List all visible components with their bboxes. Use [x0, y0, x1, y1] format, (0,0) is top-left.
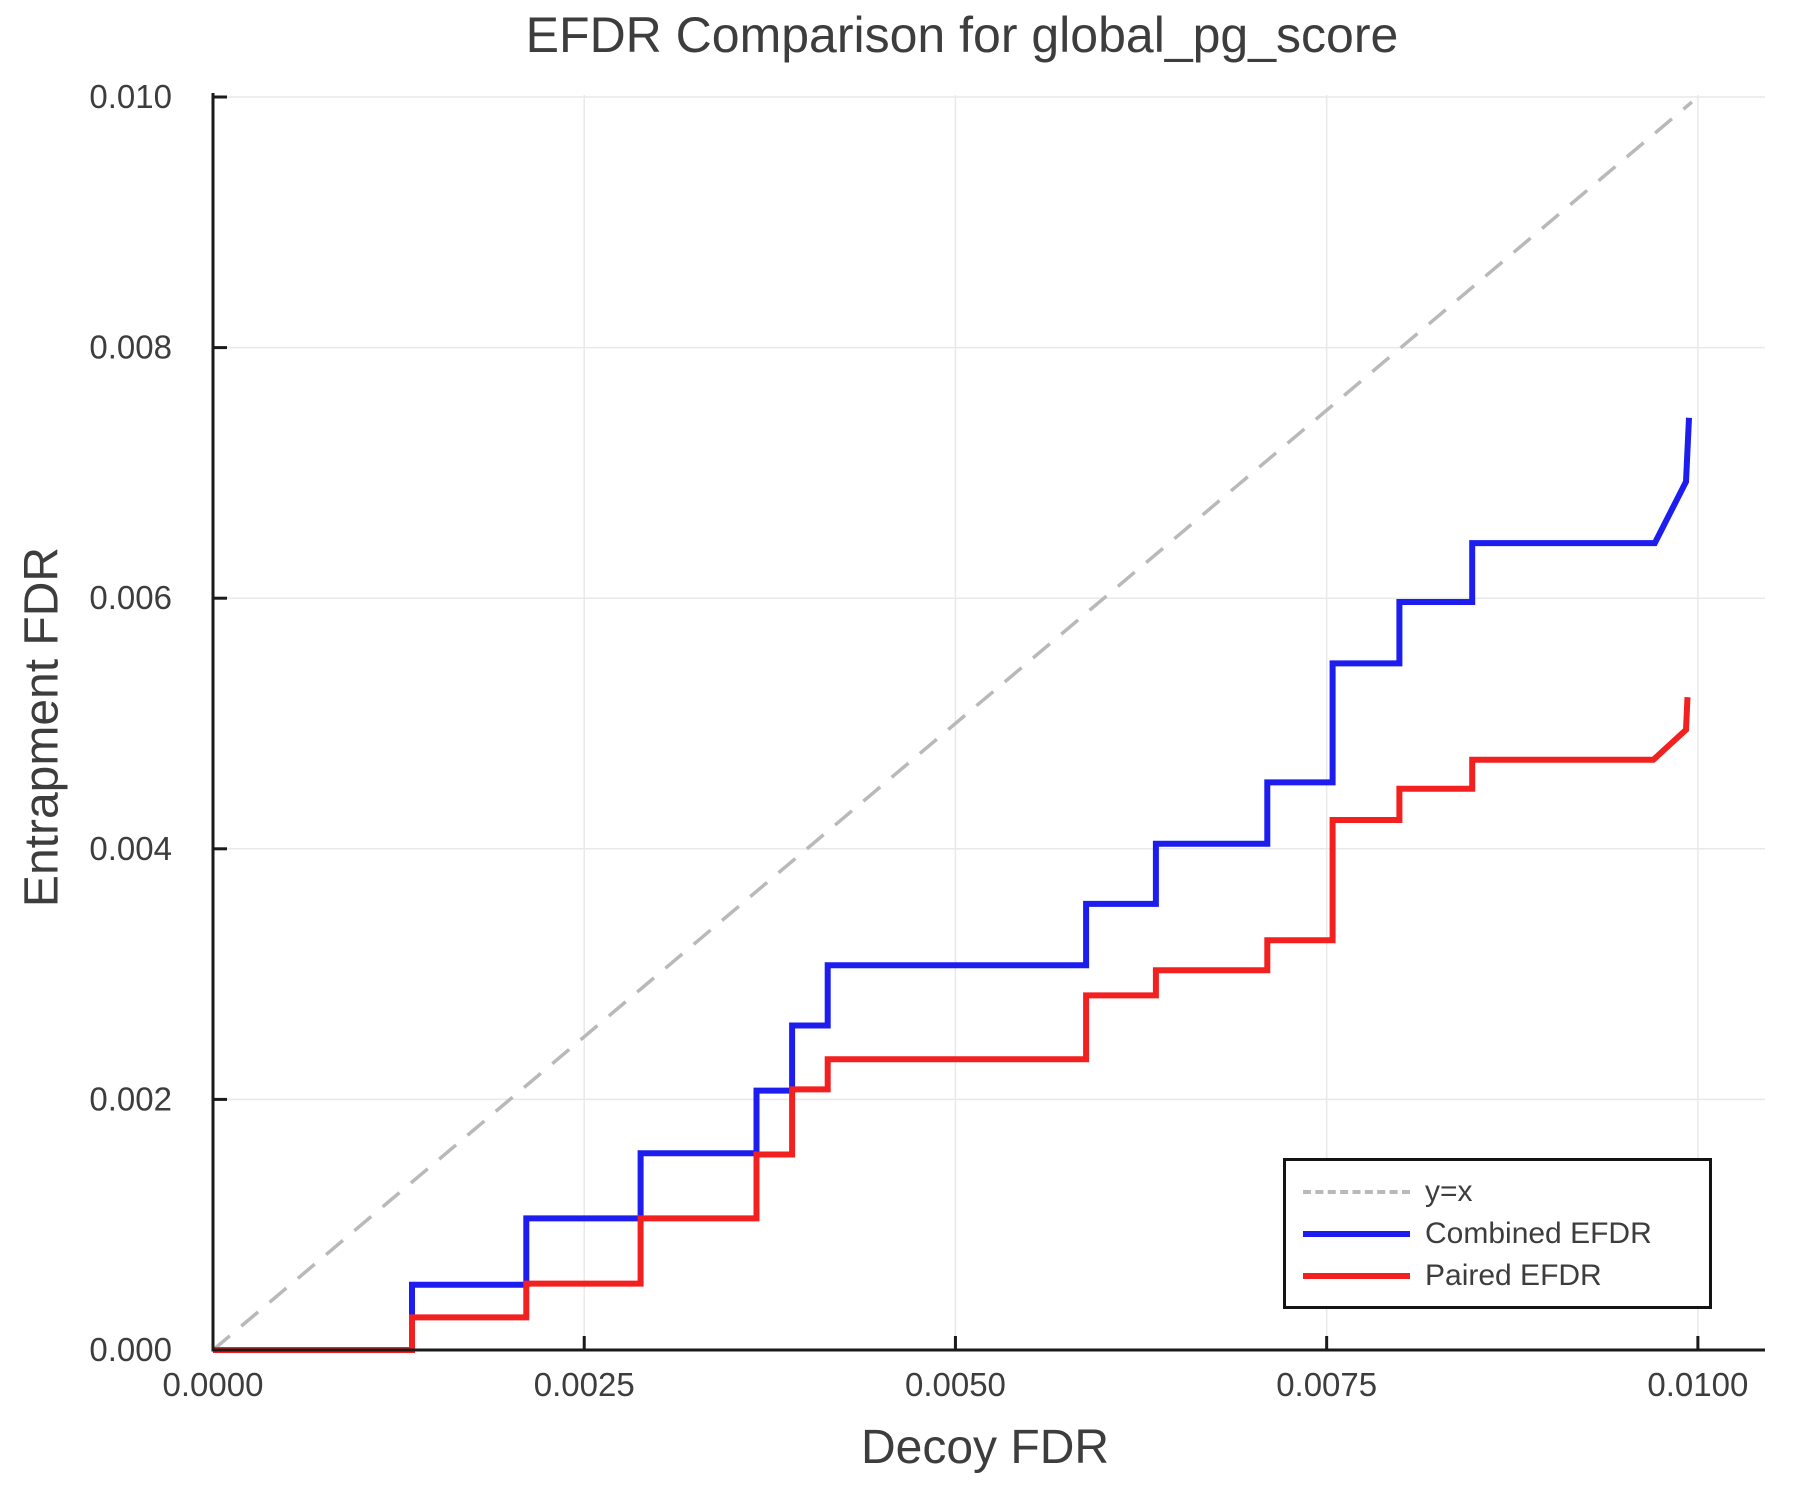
legend-row-identity: y=x: [1303, 1175, 1709, 1209]
x-tick-label: 0.0100: [1647, 1366, 1748, 1403]
paired-efdr-line: [213, 697, 1691, 1353]
legend-box: y=x Combined EFDR Paired EFDR: [1283, 1158, 1712, 1309]
y-tick-label: 0.010: [89, 78, 172, 115]
grid-lines: [213, 95, 1765, 1350]
y-tick-label: 0.004: [89, 830, 172, 867]
y-tick-label: 0.002: [89, 1080, 172, 1117]
axis-spines: [211, 93, 1765, 1352]
chart-title: EFDR Comparison for global_pg_score: [525, 7, 1399, 63]
identity-line: [211, 100, 1694, 1352]
axis-tick-labels: 0.0000 0.0025 0.0050 0.0075 0.0100 0.000 0.002…: [89, 78, 1748, 1403]
identity-line-sample: [1303, 1189, 1410, 1194]
y-tick-label: 0.006: [89, 579, 172, 616]
legend-label-identity: y=x: [1425, 1174, 1473, 1208]
legend-row-paired-efdr: Paired EFDR: [1303, 1259, 1709, 1293]
x-tick-label: 0.0000: [163, 1366, 264, 1403]
legend-label-paired-efdr: Paired EFDR: [1425, 1258, 1602, 1292]
x-tick-label: 0.0025: [534, 1366, 635, 1403]
y-tick-label: 0.000: [89, 1331, 172, 1368]
paired-efdr-line-sample: [1303, 1272, 1410, 1279]
legend-label-combined-efdr: Combined EFDR: [1425, 1216, 1652, 1250]
legend-row-combined-efdr: Combined EFDR: [1303, 1217, 1709, 1251]
x-axis-title: Decoy FDR: [860, 1421, 1110, 1474]
x-tick-label: 0.0050: [905, 1366, 1006, 1403]
axis-ticks: [211, 95, 1700, 1352]
y-axis-title: Entrapment FDR: [15, 546, 69, 908]
y-tick-label: 0.008: [89, 329, 172, 366]
combined-efdr-line-sample: [1303, 1230, 1410, 1237]
combined-efdr-line: [213, 417, 1692, 1353]
x-tick-label: 0.0075: [1276, 1366, 1377, 1403]
